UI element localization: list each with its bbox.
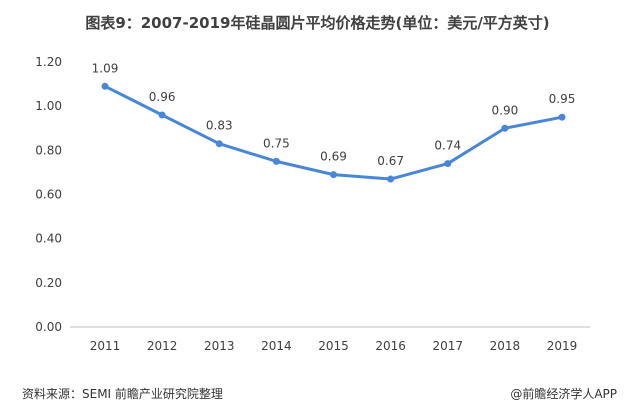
data-label: 0.90 — [492, 103, 519, 117]
x-tick-label: 2013 — [204, 339, 235, 353]
x-tick-label: 2014 — [261, 339, 292, 353]
data-point — [387, 175, 395, 183]
data-point — [101, 82, 109, 90]
source-note: 资料来源：SEMI 前瞻产业研究院整理 — [22, 387, 223, 401]
y-tick-label: 0.80 — [35, 143, 62, 157]
y-tick-label: 1.00 — [35, 99, 62, 113]
data-point — [444, 160, 452, 168]
data-label: 0.74 — [434, 139, 461, 153]
y-tick-label: 0.00 — [35, 320, 62, 334]
y-tick-label: 0.20 — [35, 276, 62, 290]
data-point — [558, 113, 566, 121]
x-tick-label: 2018 — [490, 339, 521, 353]
data-label: 0.67 — [377, 154, 404, 168]
data-label: 0.96 — [149, 90, 176, 104]
y-tick-label: 0.60 — [35, 188, 62, 202]
data-point — [272, 157, 280, 165]
data-point — [330, 171, 337, 179]
chart-title: 图表9：2007-2019年硅晶圆片平均价格走势(单位：美元/平方英寸) — [85, 14, 550, 32]
data-point — [501, 124, 509, 132]
data-points — [101, 82, 566, 183]
x-tick-label: 2016 — [375, 339, 406, 353]
x-tick-label: 2012 — [147, 339, 178, 353]
x-tick-label: 2019 — [547, 339, 578, 353]
y-tick-label: 1.20 — [35, 55, 62, 69]
data-label: 0.95 — [549, 92, 576, 106]
x-tick-label: 2011 — [90, 339, 121, 353]
data-label: 0.75 — [263, 136, 290, 150]
y-tick-labels: 0.00 0.20 0.40 0.60 0.80 1.00 1.20 — [35, 55, 62, 334]
y-tick-label: 0.40 — [35, 232, 62, 246]
data-labels: 1.09 0.96 0.83 0.75 0.69 0.67 0.74 0.90 0.95 — [92, 61, 576, 168]
data-point — [215, 140, 223, 148]
x-tick-label: 2017 — [432, 339, 463, 353]
x-tick-label: 2015 — [318, 339, 349, 353]
data-label: 0.83 — [206, 119, 233, 133]
data-point — [158, 111, 166, 119]
data-label: 0.69 — [320, 150, 347, 164]
x-tick-labels: 2011 2012 2013 2014 2015 2016 2017 2018 2019 — [90, 339, 578, 353]
brand-note: @前瞻经济学人APP — [510, 387, 617, 401]
data-label: 1.09 — [92, 61, 119, 75]
